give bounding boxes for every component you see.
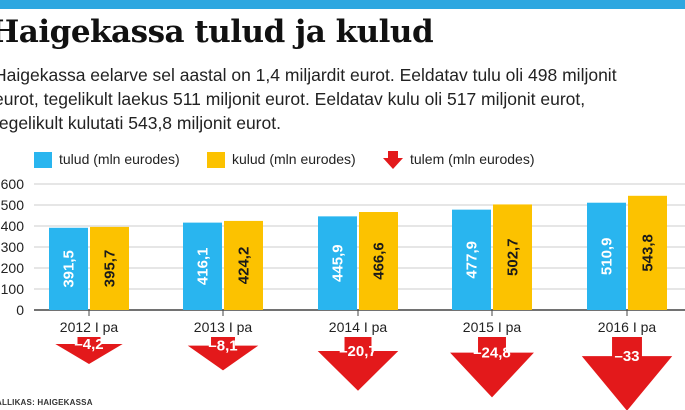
source-note: ALLIKAS: HAIGEKASSA	[0, 398, 93, 407]
bar-label-kulud: 395,7	[102, 250, 119, 288]
y-tick-label: 0	[16, 302, 24, 318]
y-tick-label: 100	[1, 281, 25, 297]
bar-tulud	[183, 222, 222, 310]
bar-label-tulud: 510,9	[599, 238, 616, 276]
bar-label-kulud: 543,8	[640, 234, 657, 272]
tulem-arrow	[581, 337, 673, 410]
bar-label-kulud: 424,2	[236, 247, 253, 285]
bar-tulud	[452, 209, 491, 310]
x-tick-label: 2013 I pa	[194, 319, 253, 335]
legend-label: kulud (mln eurodes)	[232, 151, 356, 167]
tulem-label: –8,1	[208, 338, 237, 355]
top-accent-bar	[0, 0, 685, 9]
tulem-arrow	[317, 337, 399, 391]
tulem-label: –24,8	[473, 345, 511, 362]
y-tick-label: 500	[1, 197, 25, 213]
bar-kulud	[90, 226, 129, 310]
bar-tulud	[49, 227, 88, 310]
legend-label: tulem (mln eurodes)	[410, 151, 535, 167]
y-tick-label: 300	[1, 239, 25, 255]
x-tick-label: 2015 I pa	[463, 319, 522, 335]
bar-kulud	[628, 195, 667, 310]
legend-swatch-kulud	[207, 152, 225, 168]
tulem-arrow	[55, 337, 123, 365]
bar-label-tulud: 445,9	[330, 244, 347, 282]
x-tick-label: 2016 I pa	[598, 319, 657, 335]
bar-chart: 0 100 200 300 400 500 600 391,5 395,7 2012 I pa–4…	[1, 176, 685, 410]
y-tick-label: 200	[1, 260, 25, 276]
tulem-label: –33	[614, 348, 639, 365]
bar-label-kulud: 466,6	[371, 242, 388, 280]
legend-label: tulud (mln eurodes)	[59, 151, 180, 167]
bar-tulud	[587, 202, 626, 310]
tulem-label: –20,7	[339, 343, 377, 360]
x-tick-label: 2014 I pa	[329, 319, 388, 335]
bar-label-tulud: 391,5	[61, 250, 78, 288]
bar-tulud	[318, 216, 357, 310]
bar-kulud	[224, 220, 263, 310]
x-tick-label: 2012 I pa	[60, 319, 119, 335]
chart-title: Haigekassa tulud ja kulud	[0, 14, 434, 50]
bar-kulud	[493, 204, 532, 310]
bar-label-tulud: 416,1	[195, 248, 212, 286]
y-tick-label: 400	[1, 218, 25, 234]
y-tick-label: 600	[1, 176, 25, 192]
intro-line: eurot, tegelikult laekus 511 miljonit eu…	[0, 89, 586, 109]
bar-label-tulud: 477,9	[464, 241, 481, 279]
arrow-down-icon	[383, 151, 403, 169]
intro-text: Haigekassa eelarve sel aastal on 1,4 mil…	[0, 63, 685, 135]
intro-line: tegelikult kulutati 543,8 miljonit eurot…	[0, 113, 281, 133]
tulem-arrow	[187, 337, 259, 371]
tulem-label: –4,2	[74, 336, 103, 353]
tulem-arrow	[450, 337, 534, 398]
bar-kulud	[359, 212, 398, 310]
intro-line: Haigekassa eelarve sel aastal on 1,4 mil…	[0, 65, 617, 85]
legend-swatch-tulud	[34, 152, 52, 168]
bar-label-kulud: 502,7	[505, 238, 522, 276]
